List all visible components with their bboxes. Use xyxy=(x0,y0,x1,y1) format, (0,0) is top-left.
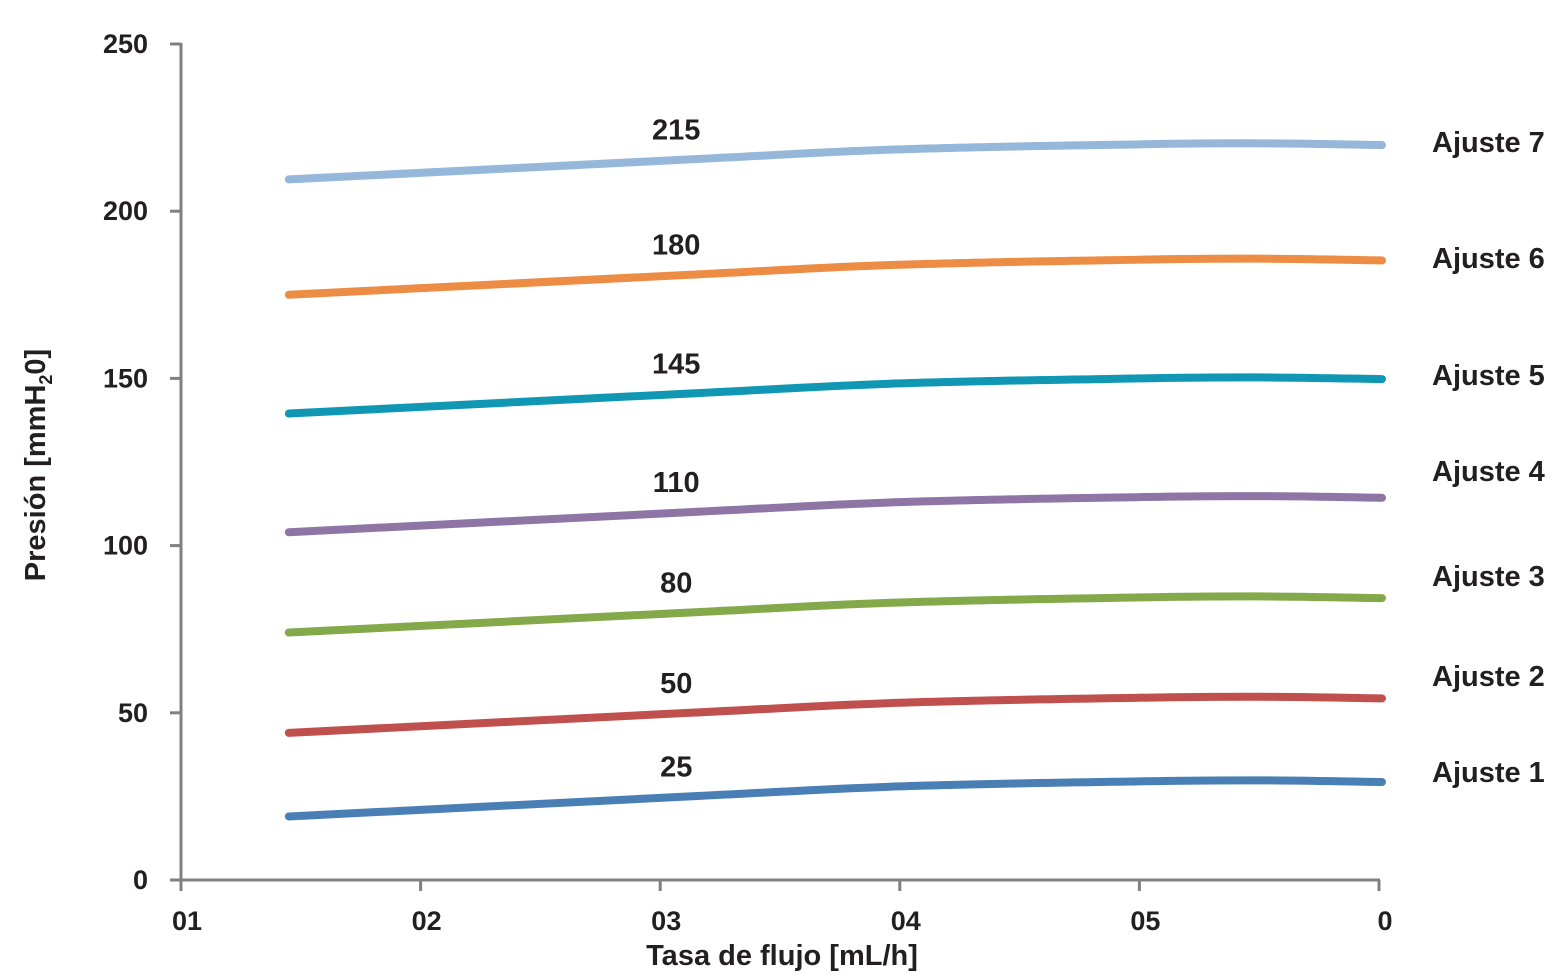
x-tick-label: 04 xyxy=(891,906,921,936)
data-label: 25 xyxy=(660,751,692,783)
series-line xyxy=(284,492,1386,537)
data-label: 80 xyxy=(660,567,692,599)
x-tick-label: 02 xyxy=(412,906,442,936)
series-line xyxy=(284,692,1386,737)
data-label: 50 xyxy=(660,668,692,700)
y-tick-label: 0 xyxy=(133,865,148,895)
series-name-label: Ajuste 7 xyxy=(1432,127,1545,159)
y-tick-label: 250 xyxy=(103,29,148,59)
x-axis-title: Tasa de flujo [mL/h] xyxy=(646,940,918,972)
y-tick-label: 200 xyxy=(103,196,148,226)
data-label: 110 xyxy=(653,467,700,499)
x-tick-label: 01 xyxy=(172,906,202,936)
data-label: 180 xyxy=(652,230,700,262)
labels: 25 Ajuste 1 50 Ajuste 2 80 Ajuste 3 110 Ajuste … xyxy=(652,114,1545,789)
series-name-label: Ajuste 5 xyxy=(1432,360,1545,392)
x-tick-label: 0 xyxy=(1377,906,1392,936)
series-line xyxy=(284,254,1386,299)
series-line xyxy=(284,139,1386,184)
data-label: 215 xyxy=(652,114,700,146)
series-line xyxy=(284,373,1386,418)
series-line xyxy=(284,592,1386,637)
y-tick-label: 150 xyxy=(103,363,148,393)
y-tick-label: 50 xyxy=(118,698,148,728)
data-label: 145 xyxy=(652,348,700,380)
series-name-label: Ajuste 4 xyxy=(1432,456,1545,488)
series-name-label: Ajuste 1 xyxy=(1432,757,1545,789)
y-tick-label: 100 xyxy=(103,531,148,561)
y-axis-title: Presión [mmH20] xyxy=(20,349,56,581)
x-tick-label: 03 xyxy=(651,906,681,936)
series-name-label: Ajuste 2 xyxy=(1432,661,1545,693)
x-tick-label: 05 xyxy=(1130,906,1160,936)
series-line xyxy=(284,776,1386,821)
series-name-label: Ajuste 3 xyxy=(1432,561,1545,593)
series-lines xyxy=(284,139,1386,821)
series-name-label: Ajuste 6 xyxy=(1432,243,1545,275)
